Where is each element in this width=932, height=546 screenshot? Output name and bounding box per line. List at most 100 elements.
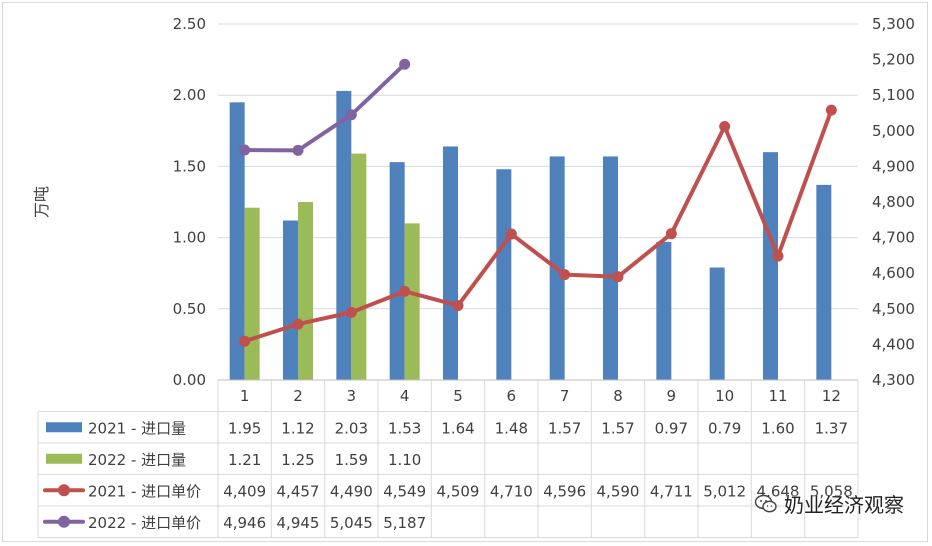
x-tick-label: 7: [560, 387, 570, 405]
series-line: [242, 108, 834, 344]
data-label: 1.60: [761, 419, 794, 437]
left-tick-label: 0.00: [173, 371, 206, 389]
x-tick-label: 6: [507, 387, 517, 405]
bar: [404, 223, 420, 380]
legend-label: 2021 - 进口单价: [88, 482, 201, 500]
right-tick-label: 5,300: [872, 15, 915, 33]
line-point: [292, 144, 304, 156]
data-label: 4,409: [223, 482, 266, 500]
data-label: 1.48: [495, 419, 528, 437]
bar: [496, 169, 512, 380]
bar: [603, 156, 618, 380]
data-label: 5,045: [330, 514, 373, 532]
x-tick-label: 12: [822, 387, 841, 405]
line-point: [345, 109, 357, 121]
data-label: 4,490: [330, 482, 373, 500]
bar: [298, 202, 313, 380]
data-label: 1.25: [281, 451, 314, 469]
right-tick-label: 4,400: [872, 335, 915, 353]
data-label: 1.12: [281, 419, 314, 437]
data-label: 5,012: [703, 482, 746, 500]
data-label: 4,710: [490, 482, 533, 500]
data-label: 0.97: [655, 419, 688, 437]
data-label: 1.53: [388, 419, 421, 437]
line-point: [559, 269, 571, 281]
data-label: 1.10: [388, 451, 421, 469]
data-label: 5,187: [383, 514, 426, 532]
x-tick-label: 8: [613, 387, 623, 405]
data-label: 1.64: [441, 419, 474, 437]
bar: [816, 184, 832, 380]
legend-key-marker: [58, 515, 70, 528]
line-point: [452, 300, 464, 312]
x-tick-label: 1: [240, 387, 250, 405]
legend-label: 2022 - 进口量: [88, 451, 186, 469]
bar: [709, 267, 725, 380]
x-tick-label: 11: [768, 387, 787, 405]
x-tick-label: 10: [715, 387, 734, 405]
data-label: 4,945: [277, 514, 320, 532]
x-tick-label: 2: [293, 387, 303, 405]
right-tick-label: 4,300: [872, 371, 915, 389]
line-point: [292, 318, 304, 330]
data-label: 2.03: [335, 419, 368, 437]
watermark-text: 奶业经济观察: [784, 493, 904, 517]
line-point: [825, 104, 837, 116]
left-tick-label: 0.50: [173, 300, 206, 318]
data-label: 4,946: [223, 514, 266, 532]
data-label: 4,590: [597, 482, 640, 500]
right-tick-label: 4,800: [872, 193, 915, 211]
data-label: 1.59: [335, 451, 368, 469]
wechat-icon: [754, 494, 777, 512]
right-tick-label: 5,000: [872, 122, 915, 140]
x-tick-label: 4: [400, 387, 410, 405]
data-label: 0.79: [708, 419, 741, 437]
legend-label: 2021 - 进口量: [88, 419, 186, 437]
x-tick-label: 9: [667, 387, 677, 405]
x-tick-label: 5: [453, 387, 463, 405]
legend-key-marker: [58, 484, 70, 497]
data-label: 5,058: [810, 482, 853, 500]
data-label: 4,711: [650, 482, 693, 500]
line-point: [719, 121, 731, 133]
right-tick-label: 4,700: [872, 229, 915, 247]
data-label: 4,549: [383, 482, 426, 500]
data-label: 4,509: [437, 482, 480, 500]
bar: [443, 146, 458, 380]
bar: [229, 102, 245, 380]
bar: [351, 153, 367, 380]
bar: [656, 241, 672, 380]
line-point: [665, 228, 677, 240]
line-point: [399, 285, 411, 297]
data-label: 1.57: [601, 419, 634, 437]
left-tick-label: 2.00: [173, 86, 206, 104]
line-point: [505, 228, 517, 240]
y-axis-label: 万吨: [32, 186, 51, 218]
bar: [763, 152, 778, 380]
bar: [244, 207, 260, 380]
right-tick-label: 4,600: [872, 264, 915, 282]
line-point: [239, 144, 251, 156]
left-tick-label: 2.50: [173, 15, 206, 33]
right-tick-label: 5,100: [872, 86, 915, 104]
legend-key-bar: [46, 422, 82, 433]
bar: [283, 220, 298, 380]
left-tick-label: 1.00: [173, 229, 206, 247]
line-point: [612, 271, 624, 283]
right-tick-label: 4,900: [872, 157, 915, 175]
bar: [389, 162, 405, 380]
data-label: 1.57: [548, 419, 581, 437]
data-label: 1.21: [228, 451, 261, 469]
right-tick-label: 4,500: [872, 300, 915, 318]
line-point: [345, 306, 357, 318]
data-label: 1.37: [815, 419, 848, 437]
watermark: 奶业经济观察: [754, 489, 904, 518]
line-point: [772, 250, 784, 262]
series-line: [242, 62, 407, 153]
right-tick-label: 5,200: [872, 51, 915, 69]
bar: [336, 90, 352, 380]
legend-label: 2022 - 进口单价: [88, 514, 201, 532]
x-tick-label: 3: [347, 387, 357, 405]
